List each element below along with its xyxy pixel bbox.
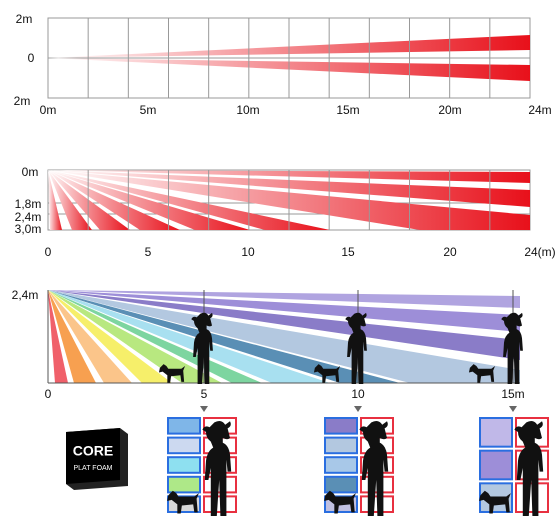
y-label: 2m <box>16 12 33 26</box>
x-label: 0 <box>45 387 52 401</box>
y-label: 3,0m <box>15 222 42 236</box>
zone-grids <box>167 417 549 516</box>
x-label: 15m <box>501 387 524 401</box>
zone-cell <box>167 436 201 455</box>
x-label: 10m <box>236 103 259 117</box>
y-label: 2,4m <box>15 210 42 224</box>
x-label: 20 <box>443 245 457 259</box>
y-label: 0 <box>28 51 35 65</box>
zone-cell <box>479 449 513 481</box>
x-label: 0m <box>40 103 57 117</box>
zone-cell <box>479 417 513 448</box>
zone-cell <box>324 475 358 494</box>
x-label: 24m <box>528 103 551 117</box>
zone-cell <box>167 475 201 494</box>
horizontal-pattern <box>47 17 531 99</box>
x-label: 20m <box>438 103 461 117</box>
x-label: 24(m) <box>524 245 555 259</box>
x-label: 5m <box>140 103 157 117</box>
x-label: 15m <box>336 103 359 117</box>
x-label: 0 <box>45 245 52 259</box>
y-label: 2,4m <box>12 288 39 302</box>
x-label: 5 <box>145 245 152 259</box>
logo: CORE PLAT FOAM <box>66 428 128 490</box>
x-label: 5 <box>201 387 208 401</box>
y-label: 1,8m <box>15 197 42 211</box>
curtain-pattern <box>47 290 523 412</box>
x-label: 15 <box>341 245 355 259</box>
x-label: 10 <box>241 245 255 259</box>
zone-cell <box>167 417 201 435</box>
y-label: 2m <box>14 94 31 108</box>
zone-cell <box>324 456 358 474</box>
logo-title: CORE <box>73 443 113 459</box>
vertical-pattern <box>47 169 531 231</box>
x-label: 10 <box>351 387 365 401</box>
logo-subtitle: PLAT FOAM <box>73 465 112 472</box>
zone-cell <box>324 417 358 435</box>
zone-cell <box>324 436 358 455</box>
y-label: 0m <box>22 165 39 179</box>
zone-cell <box>167 456 201 474</box>
